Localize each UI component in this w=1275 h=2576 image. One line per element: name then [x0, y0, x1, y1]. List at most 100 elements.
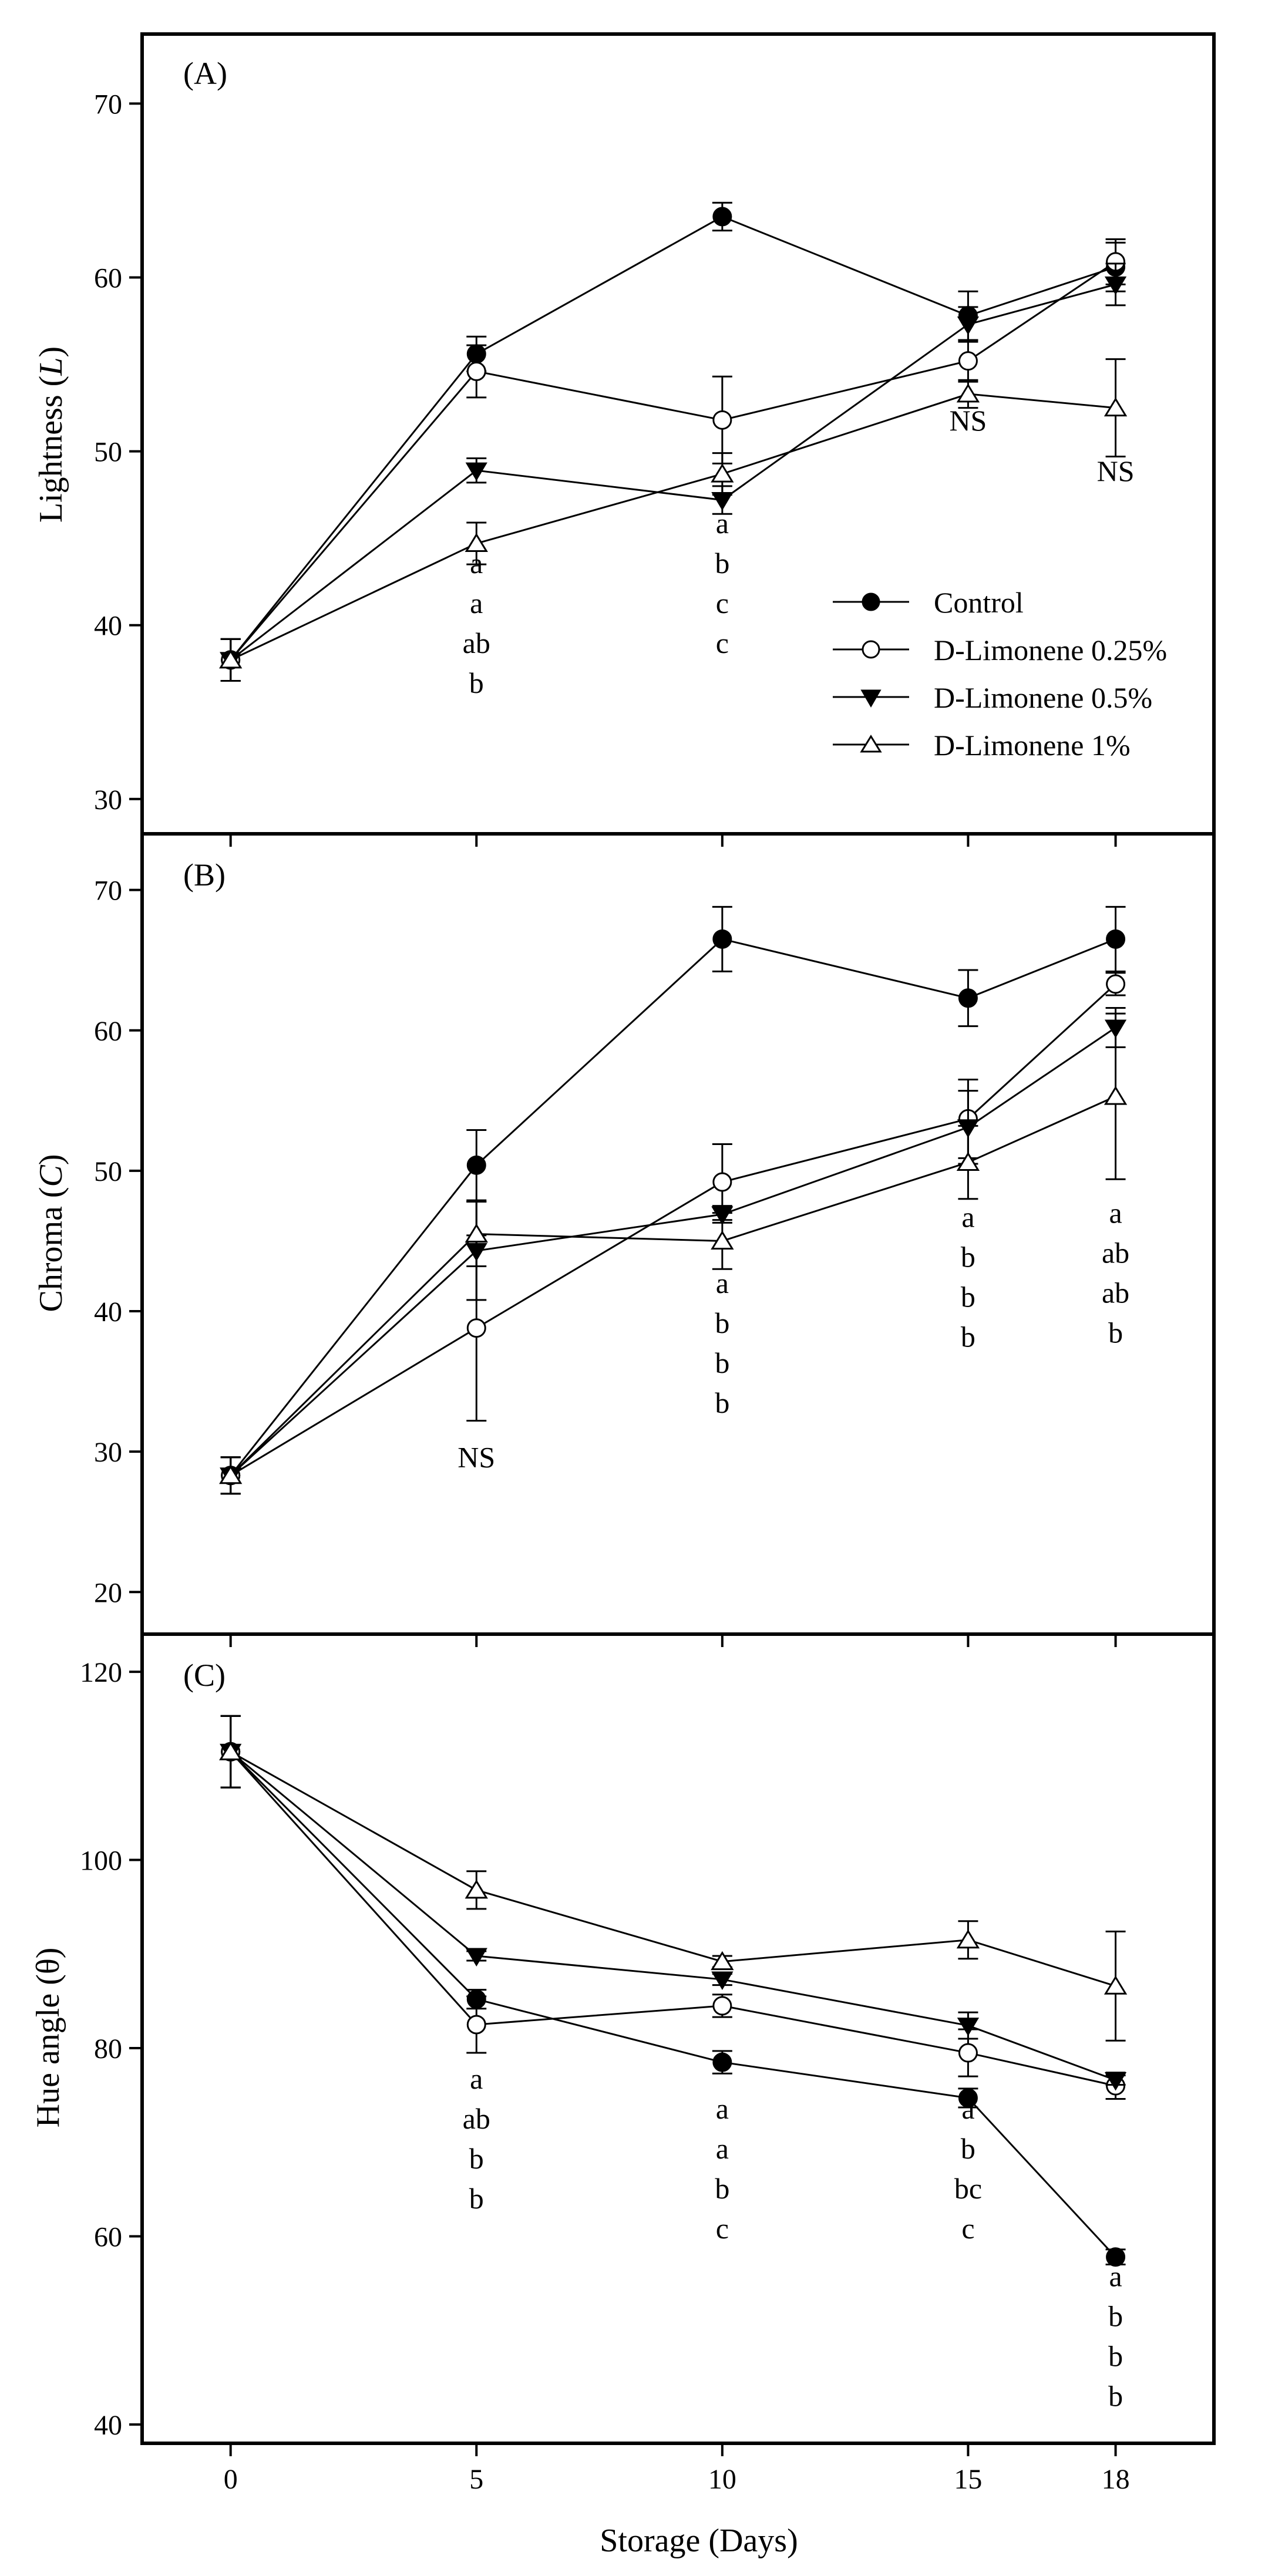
panel-b-significance-label: b	[961, 1241, 975, 1274]
panel-a-significance-label: NS	[1097, 454, 1135, 487]
panel-b-significance-label: b	[715, 1306, 729, 1339]
panel-c-ytick-label: 60	[94, 2221, 122, 2252]
panel-a-ylabel: Lightness (L)	[33, 346, 69, 523]
panel-c-point-dl1	[711, 1951, 734, 1971]
x-tick-label: 18	[1102, 2464, 1130, 2495]
panel-c-significance-label: c	[716, 2212, 729, 2245]
x-tick-label: 0	[224, 2464, 238, 2495]
panel-c-ytick-label: 40	[94, 2410, 122, 2441]
panel-a-ytick-label: 70	[94, 89, 122, 120]
panel-a-significance-label: a	[716, 507, 729, 540]
panel-a-significance-label: NS	[949, 404, 987, 437]
panel-b-significance-label: b	[715, 1346, 729, 1379]
panel-b-point-control	[1106, 929, 1126, 949]
panel-c-point-dl05	[1104, 2072, 1127, 2091]
panel-c-point-dl05	[465, 1948, 487, 1966]
panel-b-significance-label: ab	[1102, 1276, 1129, 1309]
panel-b-point-dl025	[712, 1172, 732, 1192]
panel-b-ytick-label: 20	[94, 1577, 122, 1608]
panel-c-significance-label: b	[715, 2172, 729, 2205]
panel-b-point-dl025	[466, 1318, 486, 1338]
panel-a-series-dl1	[219, 358, 1128, 682]
panel-c-significance-label: b	[1108, 2299, 1123, 2332]
panel-c-point-dl1	[956, 1929, 980, 1949]
panel-a-significance-label: b	[469, 666, 484, 699]
panel-c-point-dl1	[465, 1879, 488, 1899]
panel-a-significance-label: a	[470, 587, 483, 619]
panel-a-point-dl05	[465, 462, 487, 481]
panel-c-series-dl1	[219, 1715, 1128, 2042]
panel-b-significance-label: ab	[1102, 1236, 1129, 1269]
panel-b-significance-label: b	[961, 1281, 975, 1314]
panel-b-ytick-label: 50	[94, 1156, 122, 1187]
panel-b-point-dl1	[219, 1464, 243, 1484]
legend-label-dl1: D-Limonene 1%	[934, 729, 1131, 762]
panel-c-ytick-label: 120	[80, 1657, 122, 1688]
panel-b-point-dl1	[956, 1151, 980, 1171]
panel-b-point-control	[958, 988, 978, 1008]
panel-b-significance-label: a	[961, 1201, 974, 1234]
legend-marker-dl1	[860, 735, 882, 753]
panel-a-point-dl1	[1104, 397, 1128, 417]
panel-c-significance-label: b	[469, 2182, 484, 2215]
panel-b-point-control	[466, 1155, 486, 1175]
panel-c-frame	[140, 1632, 1216, 2445]
panel-c-point-dl05	[957, 2018, 980, 2036]
x-tick-label: 15	[954, 2464, 982, 2495]
panel-c-point-dl1	[1104, 1975, 1128, 1995]
panel-b-significance-label: b	[715, 1386, 729, 1419]
panel-b-significance-label: NS	[457, 1440, 495, 1473]
panel-c-significance-label: b	[961, 2132, 975, 2165]
panel-c-significance-label: ab	[463, 2102, 490, 2135]
panel-b-point-dl1	[1104, 1086, 1128, 1105]
panel-b-ylabel: Chroma (C)	[33, 1154, 69, 1312]
legend: Control D-Limonene 0.25% D-Limonene 0.5%…	[833, 586, 1167, 762]
panel-b-ytick-label: 30	[94, 1437, 122, 1468]
legend-label-dl05: D-Limonene 0.5%	[934, 681, 1152, 714]
panel-b-point-dl025	[1106, 974, 1126, 994]
panel-c-significance-label: a	[1109, 2260, 1122, 2292]
panel-c-label: (C)	[183, 1658, 226, 1693]
panel-b-significance-label: a	[716, 1267, 729, 1299]
panel-c-significance-label: a	[716, 2092, 729, 2125]
panel-c-significance-label: a	[961, 2092, 974, 2125]
panel-a-significance-label: b	[715, 547, 729, 580]
panel-a-ytick-label: 60	[94, 263, 122, 294]
panel-b-point-dl1	[711, 1230, 734, 1250]
panel-a-point-dl1	[219, 649, 243, 669]
legend-marker-dl025	[862, 640, 880, 659]
x-tick-label: 10	[708, 2464, 736, 2495]
panel-c-point-control	[712, 2052, 732, 2072]
panel-a-ytick-label: 30	[94, 784, 122, 816]
legend-label-dl025: D-Limonene 0.25%	[934, 634, 1167, 666]
panel-b-significance-label: a	[1109, 1196, 1122, 1229]
panel-c-point-dl025	[712, 1996, 732, 2016]
panel-b-ytick-label: 70	[94, 875, 122, 907]
x-axis-title: Storage (Days)	[600, 2523, 798, 2559]
panel-b-significance-label: b	[1108, 1316, 1123, 1349]
panel-a-label: (A)	[183, 56, 227, 91]
panel-c-significance-label: c	[961, 2212, 974, 2245]
chart-marks: 3040506070aaabbabccNSNS203040506070NSabb…	[80, 89, 1135, 2495]
panel-c-point-dl025	[466, 2015, 486, 2035]
panel-a-significance-label: c	[716, 627, 729, 659]
panel-c-significance-label: bc	[954, 2172, 982, 2205]
panel-b-point-dl1	[465, 1223, 488, 1242]
panel-a-point-dl1	[465, 533, 488, 553]
panel-b-point-control	[712, 929, 732, 949]
panel-c-significance-label: a	[716, 2132, 729, 2165]
panel-a-significance-label: ab	[463, 627, 490, 659]
panel-c-point-dl05	[711, 1971, 734, 1990]
panel-b-ytick-label: 40	[94, 1297, 122, 1328]
panel-a-point-dl05	[1104, 276, 1127, 295]
panel-c-point-dl025	[958, 2043, 978, 2063]
panel-c-significance-label: a	[470, 2062, 483, 2095]
panel-c-point-control	[958, 2088, 978, 2108]
panel-a-significance-label: a	[470, 547, 483, 580]
panel-c-significance-label: b	[1108, 2339, 1123, 2372]
panel-a-point-dl025	[712, 410, 732, 430]
panel-a-point-control	[712, 207, 732, 227]
x-tick-label: 5	[469, 2464, 483, 2495]
